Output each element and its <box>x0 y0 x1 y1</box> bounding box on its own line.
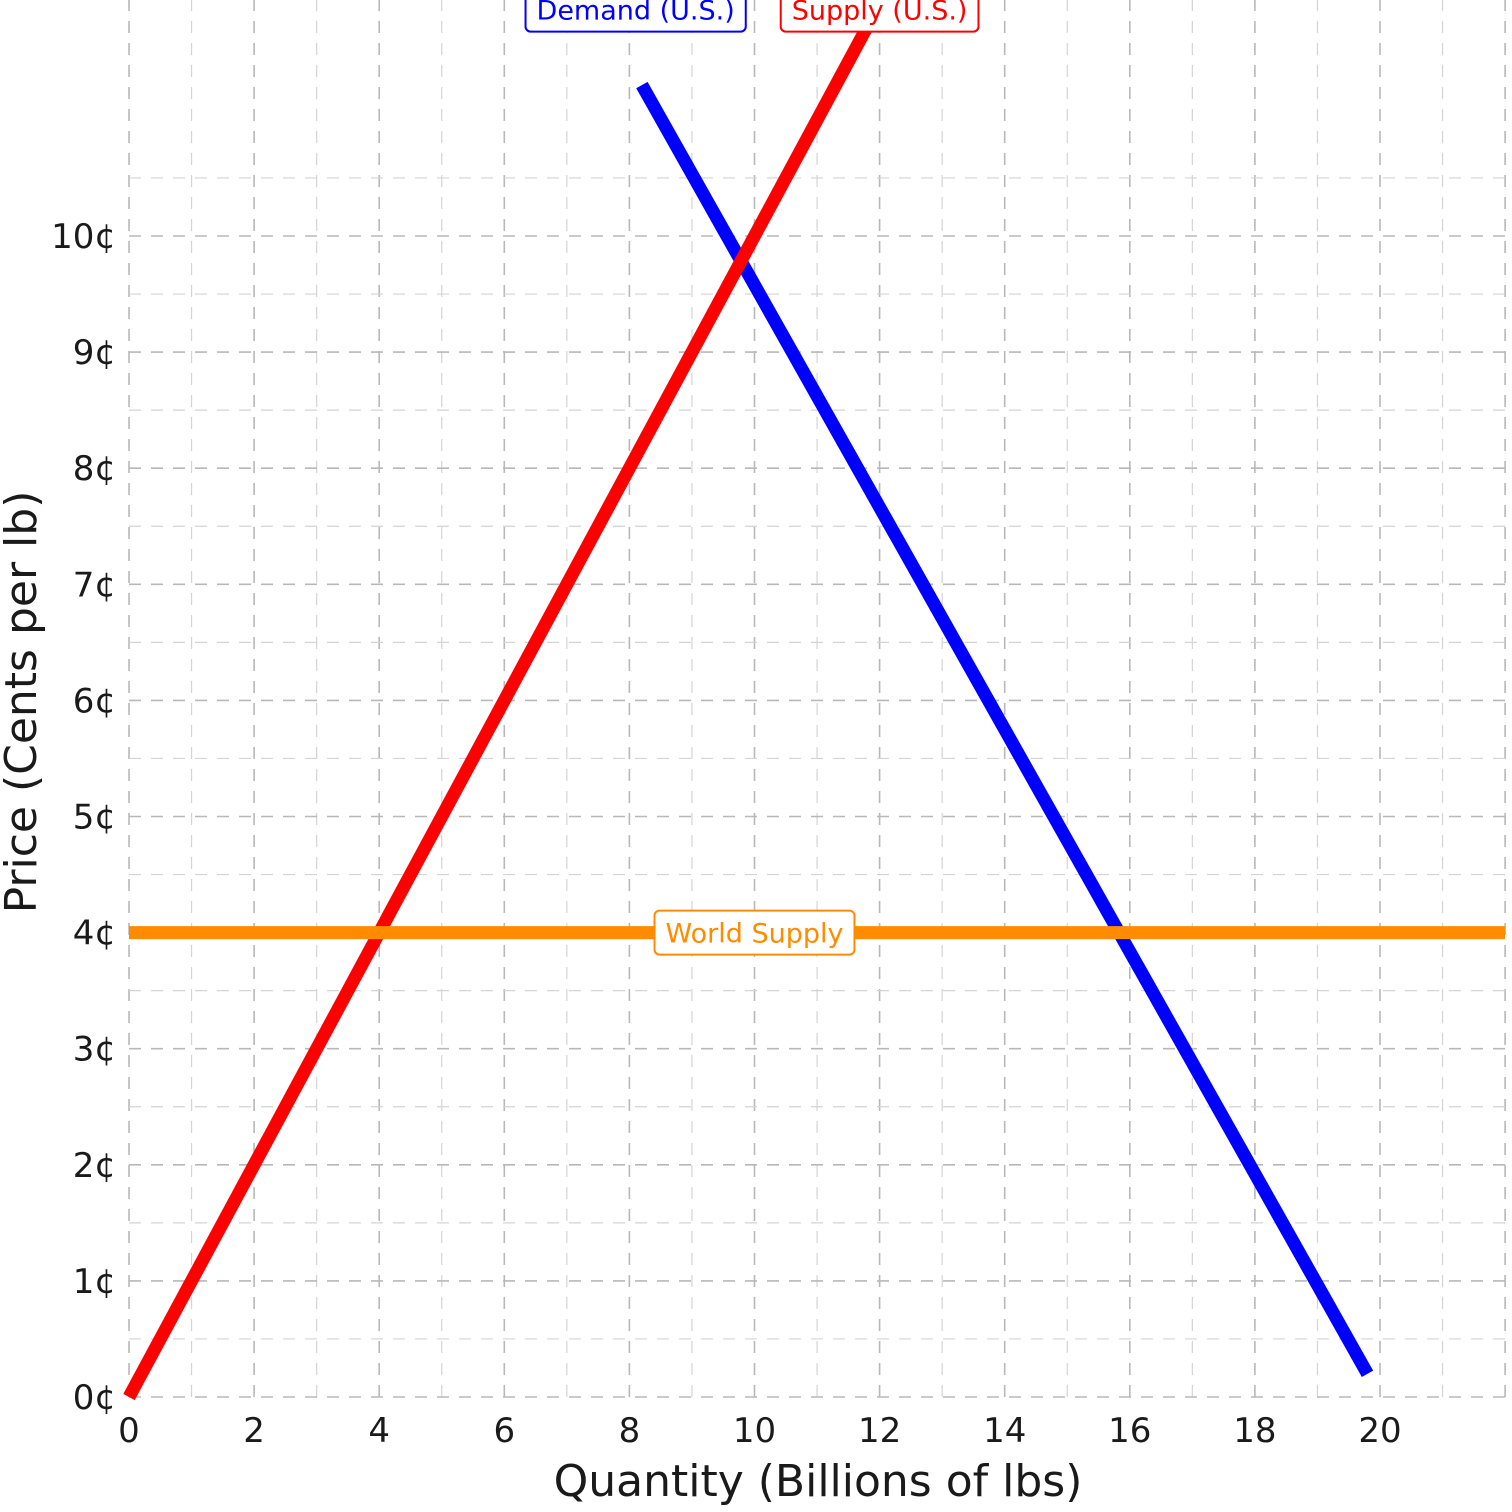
series-line-1 <box>123 0 886 1401</box>
x-tick-label: 6 <box>493 1411 515 1451</box>
y-tick-label: 9¢ <box>73 333 116 373</box>
x-tick-label: 14 <box>983 1411 1026 1451</box>
series-label-1: Supply (U.S.) <box>779 0 980 33</box>
series-label-0: Demand (U.S.) <box>524 0 747 33</box>
y-tick-label: 0¢ <box>73 1378 116 1418</box>
x-axis-title: Quantity (Billions of lbs) <box>554 1456 1083 1507</box>
y-axis-ticks: 0¢ 1¢ 2¢ 3¢ 4¢ 5¢ 6¢ 7¢ 8¢ 9¢ 10¢ <box>51 217 116 1418</box>
series-label-box <box>779 0 980 33</box>
series-label-text: World Supply <box>666 919 844 950</box>
x-tick-label: 10 <box>733 1411 776 1451</box>
x-tick-label: 18 <box>1233 1411 1276 1451</box>
x-tick-label: 16 <box>1108 1411 1151 1451</box>
curve-labels: Demand (U.S.) Supply (U.S.) World Supply <box>524 0 980 956</box>
series-label-box <box>653 909 856 956</box>
y-tick-label: 4¢ <box>73 914 116 954</box>
x-tick-label: 2 <box>243 1411 265 1451</box>
x-tick-label: 8 <box>619 1411 641 1451</box>
x-tick-label: 12 <box>858 1411 901 1451</box>
x-tick-label: 0 <box>118 1411 140 1451</box>
x-tick-label: 4 <box>368 1411 390 1451</box>
x-axis-ticks: 0 2 4 6 8 10 12 14 16 18 20 <box>118 1411 1401 1451</box>
x-tick-label: 20 <box>1358 1411 1401 1451</box>
series-label-2: World Supply <box>653 909 856 956</box>
series-label-box <box>524 0 747 33</box>
y-tick-label: 5¢ <box>73 798 116 838</box>
y-axis-title: Price (Cents per lb) <box>0 491 47 914</box>
y-tick-label: 7¢ <box>73 565 116 605</box>
y-tick-label: 3¢ <box>73 1030 116 1070</box>
grid <box>128 0 1506 1398</box>
y-tick-label: 1¢ <box>73 1262 116 1302</box>
series-label-text: Supply (U.S.) <box>792 0 968 27</box>
series-label-text: Demand (U.S.) <box>537 0 735 27</box>
series-line-0 <box>636 81 1374 1377</box>
y-tick-label: 8¢ <box>73 449 116 489</box>
y-tick-label: 10¢ <box>51 217 116 257</box>
y-tick-label: 6¢ <box>73 681 116 721</box>
y-tick-label: 2¢ <box>73 1146 116 1186</box>
